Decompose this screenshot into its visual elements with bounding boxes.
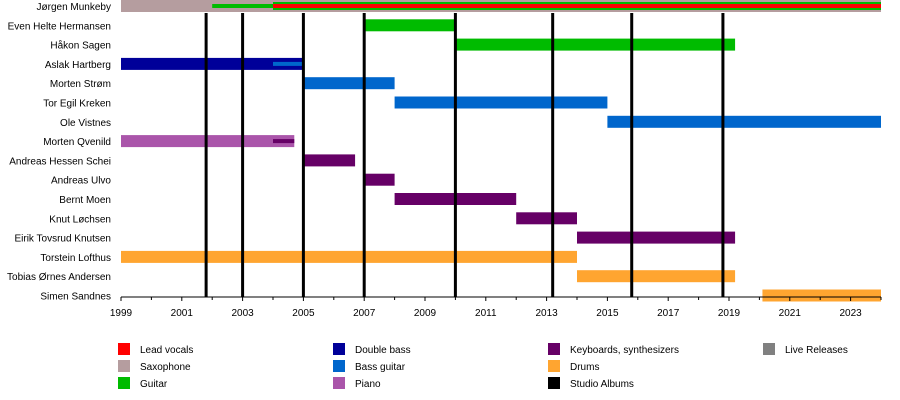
bar-guitar: [364, 19, 456, 32]
bar-lead-vocals: [273, 4, 881, 8]
legend-label: Studio Albums: [570, 379, 634, 390]
bar-keyboards-synthesizers: [273, 139, 295, 144]
member-label: Aslak Hartberg: [45, 60, 111, 71]
legend-swatch: [118, 360, 130, 372]
bar-keyboards-synthesizers: [577, 231, 736, 244]
x-tick-label: 2021: [779, 308, 802, 319]
legend-label: Drums: [570, 362, 599, 373]
x-tick-label: 2009: [414, 308, 437, 319]
legend-label: Piano: [355, 379, 381, 390]
x-tick-label: 2017: [657, 308, 680, 319]
x-tick-label: 2005: [292, 308, 315, 319]
legend-swatch: [333, 377, 345, 389]
x-tick-label: 2003: [231, 308, 254, 319]
member-label: Jørgen Munkeby: [37, 2, 111, 13]
member-label: Bernt Moen: [59, 195, 111, 206]
member-label: Andreas Ulvo: [51, 176, 111, 187]
x-tick-label: 2023: [839, 308, 862, 319]
x-tick-label: 2007: [353, 308, 376, 319]
member-label: Morten Qvenild: [43, 137, 111, 148]
bar-bass-guitar: [273, 61, 304, 66]
legend-swatch: [118, 377, 130, 389]
legend-label: Guitar: [140, 379, 168, 390]
legend-label: Bass guitar: [355, 362, 406, 373]
member-label: Tor Egil Kreken: [43, 99, 111, 110]
member-label: Torstein Lofthus: [40, 253, 111, 264]
legend-swatch: [333, 343, 345, 355]
member-label: Håkon Sagen: [50, 40, 111, 52]
bar-drums: [762, 289, 881, 302]
x-tick-label: 2013: [535, 308, 558, 319]
member-label: Tobias Ørnes Andersen: [7, 272, 111, 283]
bar-double-bass: [121, 57, 304, 70]
bar-keyboards-synthesizers: [364, 173, 395, 186]
bar-piano: [121, 135, 295, 148]
member-label: Andreas Hessen Schei: [9, 156, 111, 167]
bar-guitar: [455, 38, 736, 51]
member-label: Ole Vistnes: [60, 118, 111, 129]
bar-guitar: [212, 4, 273, 8]
member-label: Even Helte Hermansen: [8, 21, 111, 32]
bar-keyboards-synthesizers: [516, 212, 577, 225]
legend-swatch: [763, 343, 775, 355]
bar-keyboards-synthesizers: [303, 154, 356, 167]
legend-swatch: [333, 360, 345, 372]
legend-label: Double bass: [355, 345, 411, 356]
legend-swatch: [118, 343, 130, 355]
x-tick-label: 2011: [475, 308, 497, 319]
bar-drums: [577, 270, 736, 283]
legend-swatch: [548, 377, 560, 389]
bar-bass-guitar: [303, 77, 395, 90]
member-label: Eirik Tovsrud Knutsen: [14, 234, 111, 245]
legend-label: Lead vocals: [140, 345, 193, 356]
bar-bass-guitar: [394, 96, 608, 109]
member-label: Morten Strøm: [50, 79, 111, 90]
x-tick-label: 2015: [596, 308, 619, 319]
x-tick-label: 1999: [110, 308, 133, 319]
x-tick-label: 2019: [718, 308, 741, 319]
x-tick-label: 2001: [171, 308, 194, 319]
legend-swatch: [548, 360, 560, 372]
member-label: Simen Sandnes: [40, 292, 111, 303]
legend-swatch: [548, 343, 560, 355]
legend-label: Live Releases: [785, 345, 848, 356]
bar-drums: [121, 250, 577, 263]
legend-label: Keyboards, synthesizers: [570, 345, 679, 356]
legend-label: Saxophone: [140, 362, 191, 373]
member-label: Knut Løchsen: [49, 214, 111, 225]
bar-bass-guitar: [607, 115, 881, 128]
